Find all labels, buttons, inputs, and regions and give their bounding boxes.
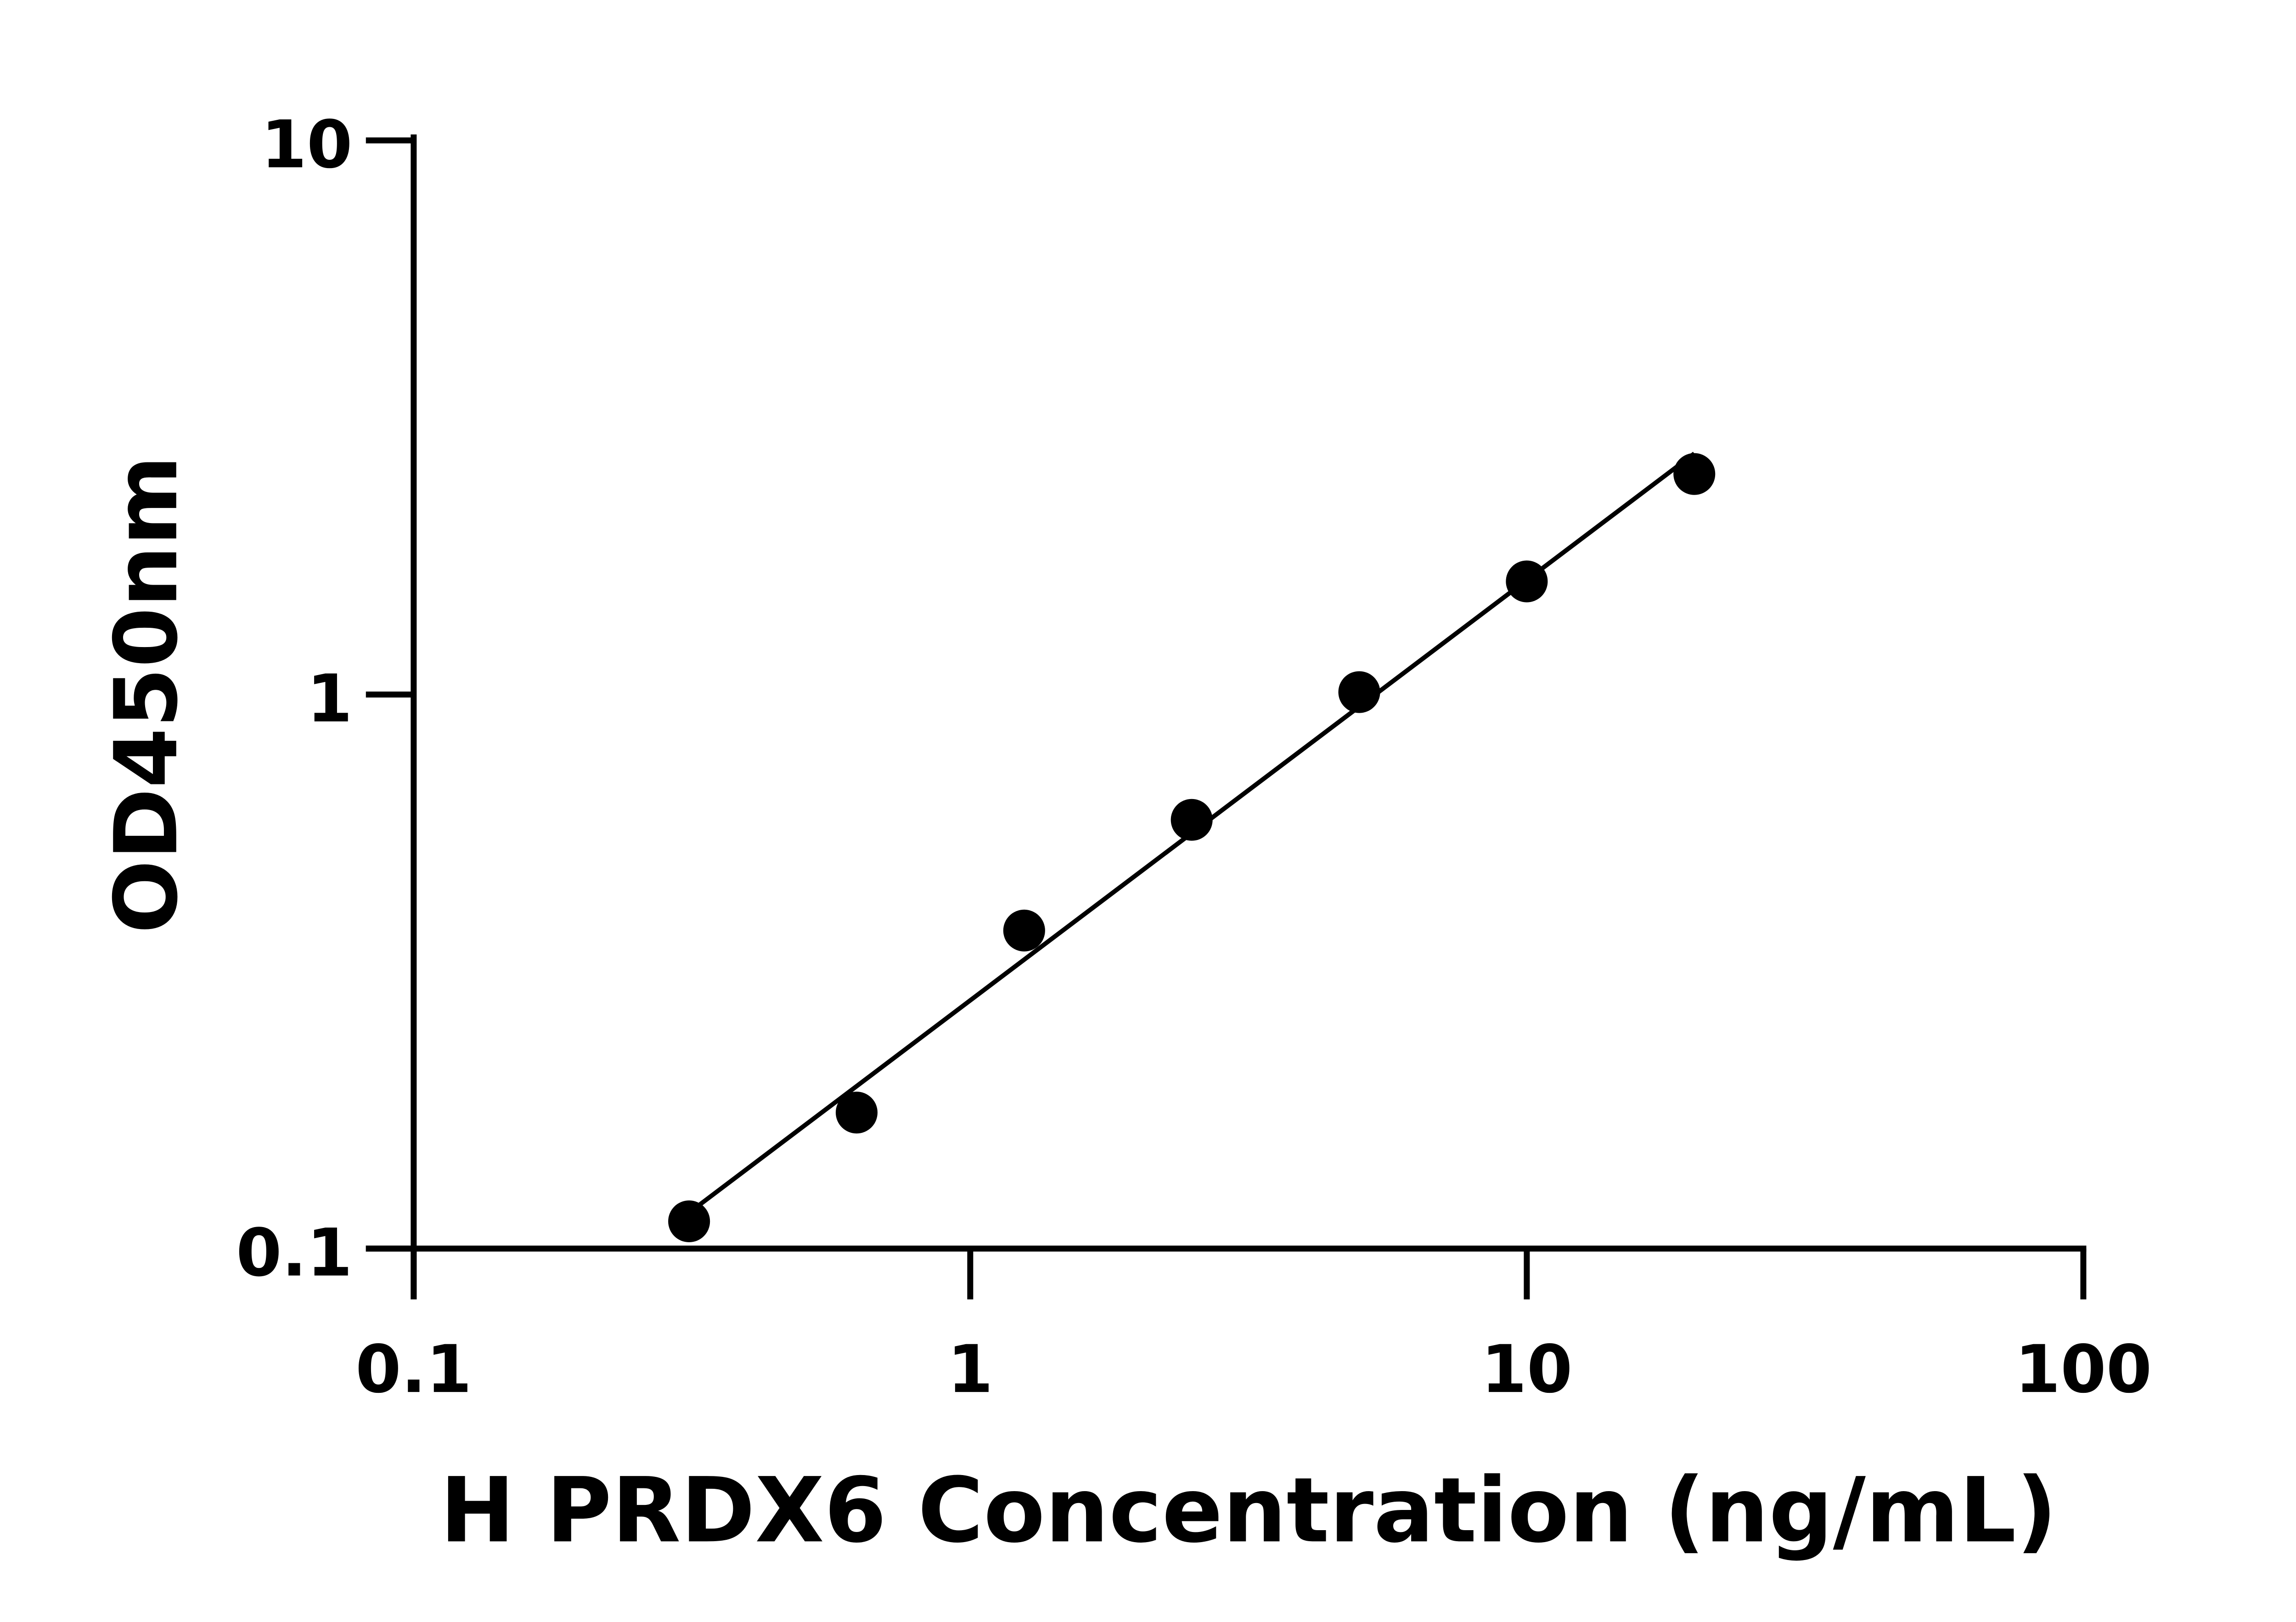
x-tick-label: 1 (947, 1331, 993, 1408)
y-tick-label: 10 (261, 106, 352, 183)
data-point (1338, 671, 1380, 713)
x-tick-label: 0.1 (355, 1331, 472, 1408)
y-axis-label: OD450nm (96, 456, 197, 934)
data-point (1171, 799, 1213, 841)
data-point (668, 1200, 710, 1243)
data-point (1673, 453, 1716, 495)
y-tick-label: 1 (307, 660, 353, 737)
data-point (1506, 560, 1548, 603)
x-tick-label: 10 (1481, 1331, 1572, 1408)
x-tick-label: 100 (2015, 1331, 2152, 1408)
axes (366, 134, 2087, 1300)
data-point (835, 1092, 878, 1134)
y-tick-label: 0.1 (236, 1214, 352, 1291)
data-point (1003, 909, 1045, 952)
x-axis-label: H PRDX6 Concentration (ng/mL) (440, 1459, 2057, 1563)
